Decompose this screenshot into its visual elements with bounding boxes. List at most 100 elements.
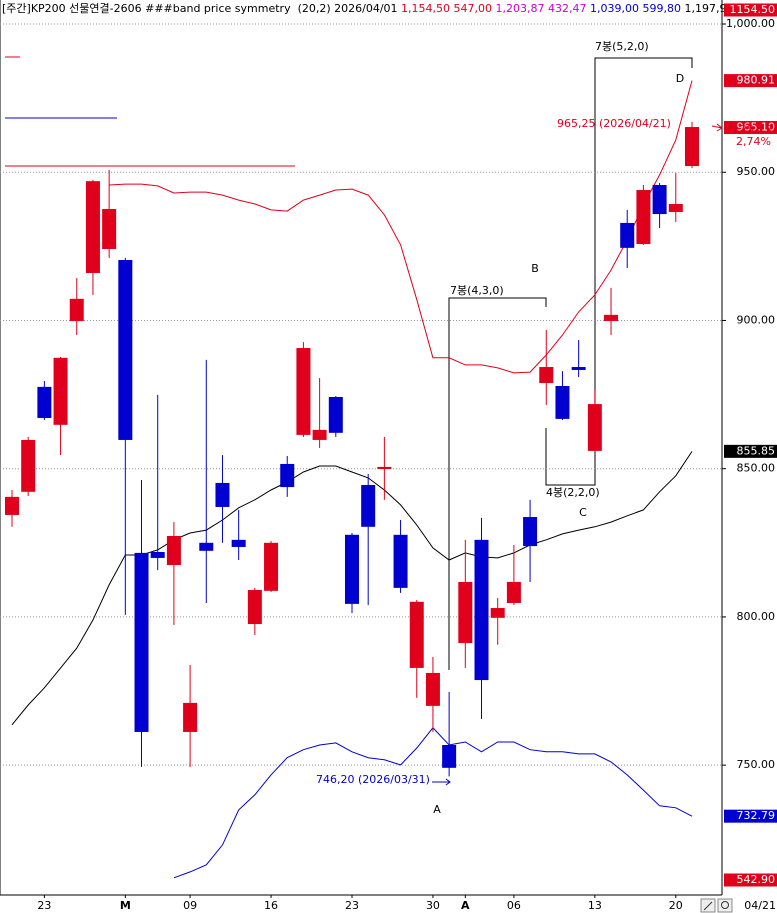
x-tick-label: 09 [183,899,197,912]
arrow [711,123,723,132]
x-end-label: 04/21 [744,899,776,912]
candle-body [21,439,36,492]
icon-button[interactable] [717,898,733,913]
annotation: D [676,72,684,85]
candle-body [555,385,570,419]
annotation: 2,74% [736,135,771,148]
axis-tag-label: 1154.50 [730,3,776,16]
candle-body [652,184,667,215]
candle-body [506,581,521,603]
candle-body [166,535,181,566]
annotation: 965,25 (2026/04/21) [557,117,671,130]
axis-tag-box [724,873,777,887]
candle-body [85,181,100,274]
candle-body [442,744,457,768]
candle-body [134,552,149,732]
candle-body [458,581,473,644]
annotation: B [531,262,539,275]
candle-body [264,542,279,591]
candle-body [199,542,214,551]
x-tick-label: 30 [426,899,440,912]
y-tick-label: 850.00 [737,462,776,475]
axis-tag-box [724,120,777,134]
axis-tag: 855.85 [724,444,777,458]
y-tick-label: 900.00 [737,313,776,326]
x-tick-label: 23 [345,899,359,912]
candle-body [118,259,133,440]
y-tick-label: 950.00 [737,165,776,178]
bracket [545,57,693,486]
annotation: 7봉(5,2,0) [595,40,649,53]
annotation: 746,20 (2026/03/31) [316,773,430,786]
axis-tag-label: 965.10 [737,120,776,133]
candle-body [539,367,554,384]
annotation: C [579,506,587,519]
axis-tag-box [724,74,777,88]
axis-tag: 965.10 [724,120,777,134]
candle-body [523,517,538,547]
candle-body [312,429,327,440]
candle-body [37,386,52,419]
x-tick-label: 16 [264,899,278,912]
icon [721,901,729,909]
axis-tag-box [724,444,777,458]
x-tick-label: 20 [669,899,683,912]
axis-tag: 542.90 [724,873,777,887]
candle-body [150,552,165,558]
candle-body [69,298,84,322]
candle-body [280,463,295,488]
title-segment: 1,203,87 432,47 [496,2,590,15]
y-tick-label: 800.00 [737,610,776,623]
candle-body [53,357,68,425]
candle-body [231,539,246,547]
axis-tag: 980.91 [724,74,777,88]
candle-body [490,608,505,618]
candle-body [328,396,343,433]
candle-body [668,203,683,212]
bracket [448,297,547,670]
candle-body [296,348,311,435]
annotation: 7봉(4,3,0) [450,284,504,297]
candle-body [425,672,440,706]
axis-tag-label: 980.91 [737,74,776,87]
candle-body [393,534,408,588]
title-segment: 1,039,00 599,80 [590,2,684,15]
axis-tag: 732.79 [724,809,777,823]
x-tick-label: M [120,899,131,912]
axis-tag: 1154.50 [724,3,777,17]
candle-body [684,127,699,167]
candle-body [183,702,198,732]
candle-body [215,482,230,507]
x-tick-label: 06 [507,899,521,912]
chart-title: [주간]KP200 선물연결-2606 ###band price symmet… [2,2,751,15]
y-tick-label: 750.00 [737,758,776,771]
axis-tag-label: 542.90 [737,873,776,886]
axis-tag-label: 732.79 [737,809,776,822]
annotation: 4봉(2,2,0) [546,486,600,499]
candle-body [5,496,19,515]
candle-body [344,534,359,604]
x-tick-label: 23 [37,899,51,912]
candle-body [361,485,376,527]
annotation: 25,75 [740,123,772,136]
brackets [448,57,693,670]
axis-tag-box [724,809,777,823]
axis-tag-label: 855.85 [737,444,776,457]
candle-body [604,314,619,322]
y-tick-label: 1,000.00 [726,17,775,30]
annotation: A [433,803,441,816]
band-line [109,80,693,374]
axis-tag-box [724,3,777,17]
title-segment: [주간]KP200 선물연결-2606 ###band price symmet… [2,2,401,15]
candle-body [409,601,424,668]
candle-body [102,209,117,250]
x-tick-label: A [461,899,470,912]
title-segment: 1,154,50 547,00 [401,2,495,15]
icon [703,901,713,911]
arrow [432,778,451,786]
candle-body [474,539,489,681]
x-tick-label: 13 [588,899,602,912]
candle-body [620,222,635,248]
